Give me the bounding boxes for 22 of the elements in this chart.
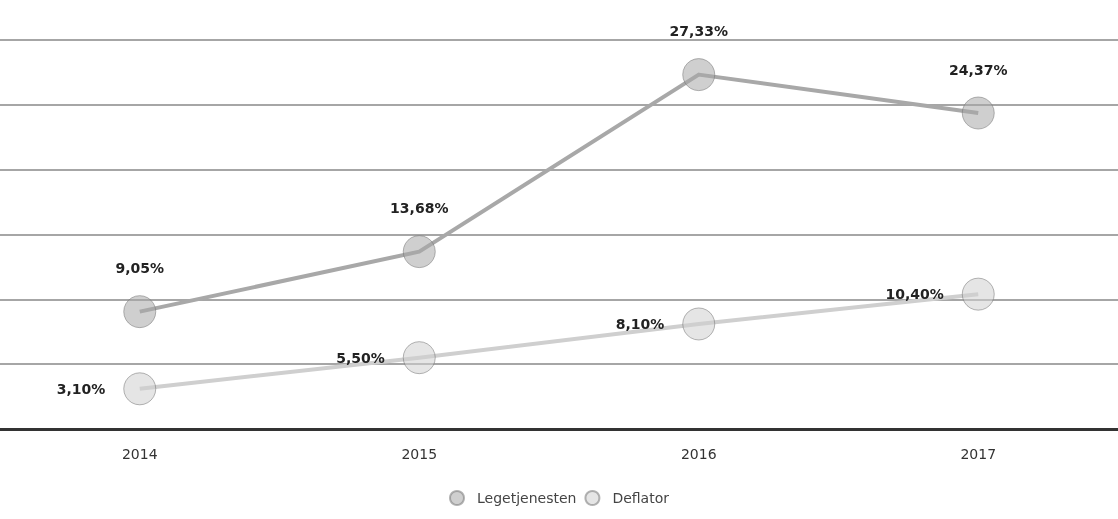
data-label: 24,37% bbox=[949, 61, 1008, 78]
data-label: 3,10% bbox=[56, 380, 106, 397]
point bbox=[123, 295, 157, 329]
data-label: 5,50% bbox=[336, 349, 385, 366]
point bbox=[402, 235, 436, 269]
data-label: 10,40% bbox=[885, 286, 944, 303]
x-tick-label: 2015 bbox=[401, 446, 438, 462]
point bbox=[961, 277, 995, 311]
data-label: 9,05% bbox=[115, 260, 165, 277]
point bbox=[123, 372, 157, 406]
point bbox=[682, 58, 716, 92]
data-label: 27,33% bbox=[669, 23, 728, 40]
point bbox=[682, 307, 716, 341]
legend-label: Deflator bbox=[612, 490, 670, 506]
legend-label: Legetjenesten bbox=[476, 490, 577, 506]
x-tick-label: 2016 bbox=[680, 446, 717, 462]
x-tick-label: 2017 bbox=[960, 446, 997, 462]
point bbox=[961, 96, 995, 130]
point bbox=[402, 341, 436, 375]
data-label: 8,10% bbox=[615, 315, 665, 332]
x-tick-label: 2014 bbox=[121, 446, 158, 462]
data-label: 13,68% bbox=[390, 200, 449, 217]
